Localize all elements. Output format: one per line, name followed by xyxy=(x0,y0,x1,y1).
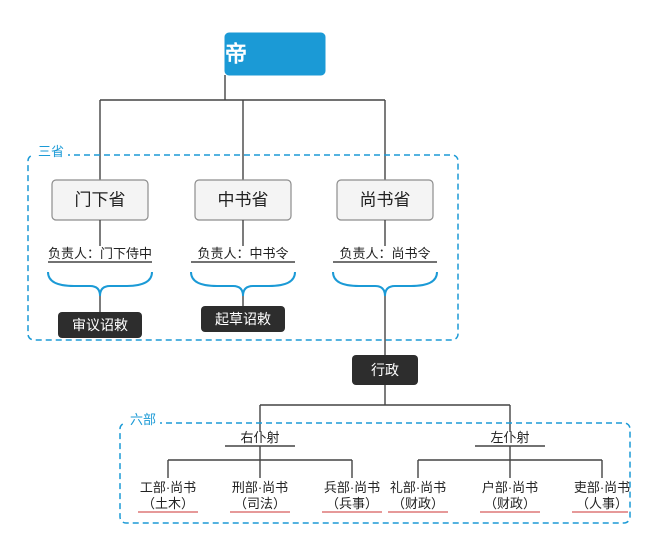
side-label: 左仆射 xyxy=(490,430,529,445)
svg-text:门下省: 门下省 xyxy=(75,191,126,210)
svg-text:（土木）: （土木） xyxy=(142,496,194,511)
svg-text:（财政）: （财政） xyxy=(484,496,536,511)
svg-text:（财政）: （财政） xyxy=(392,496,444,511)
province-node: 门下省 负责人：门下侍中 审议诏敕 xyxy=(48,180,152,338)
svg-text:审议诏敕: 审议诏敕 xyxy=(72,317,128,333)
admin-label: 行政 xyxy=(371,362,399,378)
group2-title: 六部 xyxy=(130,412,156,427)
ministry: 工部·尚书 （土木） xyxy=(138,480,198,512)
svg-text:刑部·尚书: 刑部·尚书 xyxy=(232,480,288,495)
svg-text:负责人：尚书令: 负责人：尚书令 xyxy=(339,246,430,261)
svg-text:（司法）: （司法） xyxy=(234,496,286,511)
svg-text:负责人：门下侍中: 负责人：门下侍中 xyxy=(48,246,152,261)
ministry: 礼部·尚书 （财政） xyxy=(388,480,448,512)
svg-text:工部·尚书: 工部·尚书 xyxy=(140,480,196,495)
svg-text:兵部·尚书: 兵部·尚书 xyxy=(324,480,380,495)
svg-text:户部·尚书: 户部·尚书 xyxy=(482,480,538,495)
svg-text:负责人：中书令: 负责人：中书令 xyxy=(197,246,288,261)
province-node: 中书省 负责人：中书令 起草诏敕 xyxy=(191,180,295,332)
svg-text:（人事）: （人事） xyxy=(576,496,628,511)
org-chart: 皇帝 三省 门下省 负责人：门下侍中 审议诏敕 中书省 负责人：中书令 起草诏敕… xyxy=(0,0,650,545)
svg-text:（兵事）: （兵事） xyxy=(326,496,378,511)
group1-title: 三省 xyxy=(38,144,64,159)
svg-text:礼部·尚书: 礼部·尚书 xyxy=(390,480,446,495)
ministry: 吏部·尚书 （人事） xyxy=(572,480,630,512)
svg-text:起草诏敕: 起草诏敕 xyxy=(215,311,271,327)
ministry: 兵部·尚书 （兵事） xyxy=(322,480,382,512)
svg-text:中书省: 中书省 xyxy=(218,191,269,210)
emperor-label: 皇帝 xyxy=(203,42,247,67)
svg-text:吏部·尚书: 吏部·尚书 xyxy=(574,480,630,495)
ministry: 户部·尚书 （财政） xyxy=(480,480,540,512)
side-label: 右仆射 xyxy=(240,430,279,445)
ministry: 刑部·尚书 （司法） xyxy=(230,480,290,512)
svg-text:尚书省: 尚书省 xyxy=(360,191,411,210)
province-node: 尚书省 负责人：尚书令 xyxy=(333,180,437,296)
